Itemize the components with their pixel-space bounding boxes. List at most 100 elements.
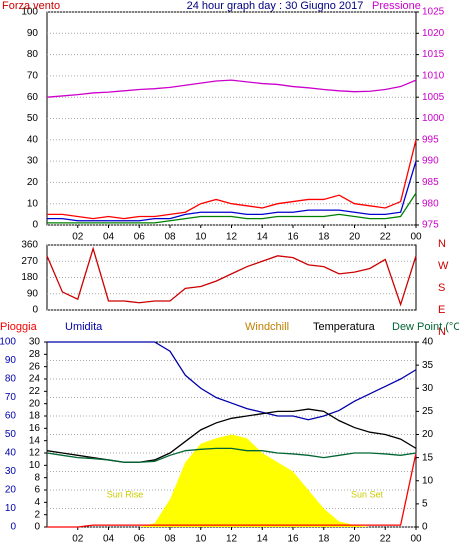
x-tick-label: 12 [226, 534, 238, 545]
series-line [46, 447, 417, 463]
y2-tick-label: 5 [422, 499, 428, 510]
y-tick-label: 90 [5, 355, 17, 366]
y3-tick-label: 28 [29, 349, 41, 360]
plot-area [46, 244, 417, 311]
y-tick-label: 70 [27, 71, 39, 82]
y-tick-label: 80 [5, 374, 17, 385]
y-tick-label: 20 [5, 485, 17, 496]
y2-tick-label: 980 [422, 198, 439, 209]
y-tick-label: 20 [27, 177, 39, 188]
legend-label: Umidita [65, 321, 103, 333]
y-tick-label: 0 [32, 220, 38, 231]
y2-tick-label: 15 [422, 452, 434, 463]
y3-tick-label: 4 [34, 497, 40, 508]
y-tick-label: 30 [27, 156, 39, 167]
y2-axis-label: Pressione [372, 0, 421, 12]
y-tick-label: 60 [27, 92, 39, 103]
y2-tick-label: 35 [422, 360, 434, 371]
y3-tick-label: 20 [29, 398, 41, 409]
y-tick-label: 50 [27, 113, 39, 124]
y2-tick-label: 995 [422, 134, 439, 145]
y-tick-label: 100 [21, 7, 38, 18]
x-tick-label: 06 [134, 534, 146, 545]
y2-tick-label: 985 [422, 177, 439, 188]
y-tick-label: 60 [5, 411, 17, 422]
x-tick-label: 08 [164, 534, 176, 545]
legend-label: Windchill [245, 321, 289, 333]
x-tick-label: 22 [380, 232, 392, 243]
annotation: Sun Rise [107, 489, 144, 499]
y3-tick-label: 30 [29, 337, 41, 348]
direction-label: N [438, 238, 446, 250]
y-tick-label: 70 [5, 392, 17, 403]
x-tick-label: 00 [410, 232, 422, 243]
direction-label: S [438, 282, 445, 294]
annotation: Sun Set [351, 489, 384, 499]
y2-tick-label: 1015 [422, 49, 445, 60]
y-tick-label: 0 [10, 522, 16, 533]
y3-tick-label: 10 [29, 460, 41, 471]
y2-tick-label: 20 [422, 429, 434, 440]
series-line [46, 79, 417, 98]
plot-area [46, 11, 417, 226]
y-tick-label: 30 [5, 466, 17, 477]
y-tick-label: 270 [21, 256, 38, 267]
y3-tick-label: 24 [29, 374, 41, 385]
y-tick-label: 360 [21, 240, 38, 251]
y-tick-label: 50 [5, 429, 17, 440]
y3-tick-label: 8 [34, 472, 40, 483]
x-tick-label: 04 [103, 232, 115, 243]
y2-tick-label: 25 [422, 406, 434, 417]
x-tick-label: 02 [72, 534, 84, 545]
x-tick-label: 20 [349, 232, 361, 243]
series-line [47, 160, 417, 222]
y3-tick-label: 14 [29, 435, 41, 446]
y2-tick-label: 1025 [422, 7, 445, 18]
x-tick-label: 08 [164, 232, 176, 243]
direction-label: N [438, 326, 446, 338]
y2-tick-label: 1000 [422, 113, 445, 124]
y2-tick-label: 0 [422, 522, 428, 533]
y-tick-label: 80 [27, 49, 39, 60]
y3-tick-label: 12 [29, 448, 41, 459]
x-tick-label: 06 [134, 232, 146, 243]
y-tick-label: 40 [27, 134, 39, 145]
chart-title: 24 hour graph day : 30 Giugno 2017 [187, 0, 364, 12]
x-tick-label: 18 [318, 232, 330, 243]
x-tick-label: 16 [287, 232, 299, 243]
x-tick-label: 14 [257, 232, 269, 243]
y-tick-label: 100 [0, 337, 16, 348]
legend-label: Pioggia [0, 321, 38, 333]
series-line [46, 246, 417, 307]
x-tick-label: 14 [257, 534, 269, 545]
x-tick-label: 20 [349, 534, 361, 545]
legend-label: Temperatura [313, 321, 376, 333]
y-tick-label: 10 [5, 503, 17, 514]
x-tick-label: 04 [103, 534, 115, 545]
x-tick-label: 16 [287, 534, 299, 545]
y-tick-label: 10 [27, 198, 39, 209]
series-line [47, 341, 417, 421]
legend-label: Dew Point (°C [392, 321, 459, 333]
direction-label: E [438, 304, 445, 316]
y3-tick-label: 2 [34, 509, 40, 520]
y2-tick-label: 1005 [422, 92, 445, 103]
y-tick-label: 90 [27, 288, 39, 299]
y-tick-label: 0 [32, 305, 38, 316]
y3-tick-label: 26 [29, 361, 41, 372]
y-tick-label: 180 [21, 272, 38, 283]
y3-tick-label: 16 [29, 423, 41, 434]
y2-tick-label: 1020 [422, 28, 445, 39]
x-tick-label: 00 [410, 534, 422, 545]
series-line [47, 452, 417, 528]
y2-tick-label: 10 [422, 475, 434, 486]
y-tick-label: 40 [5, 448, 17, 459]
x-tick-label: 12 [226, 232, 238, 243]
solar-area [47, 434, 416, 527]
x-tick-label: 22 [380, 534, 392, 545]
y2-tick-label: 30 [422, 383, 434, 394]
x-tick-label: 18 [318, 534, 330, 545]
y3-tick-label: 0 [34, 522, 40, 533]
x-tick-label: 10 [195, 232, 207, 243]
